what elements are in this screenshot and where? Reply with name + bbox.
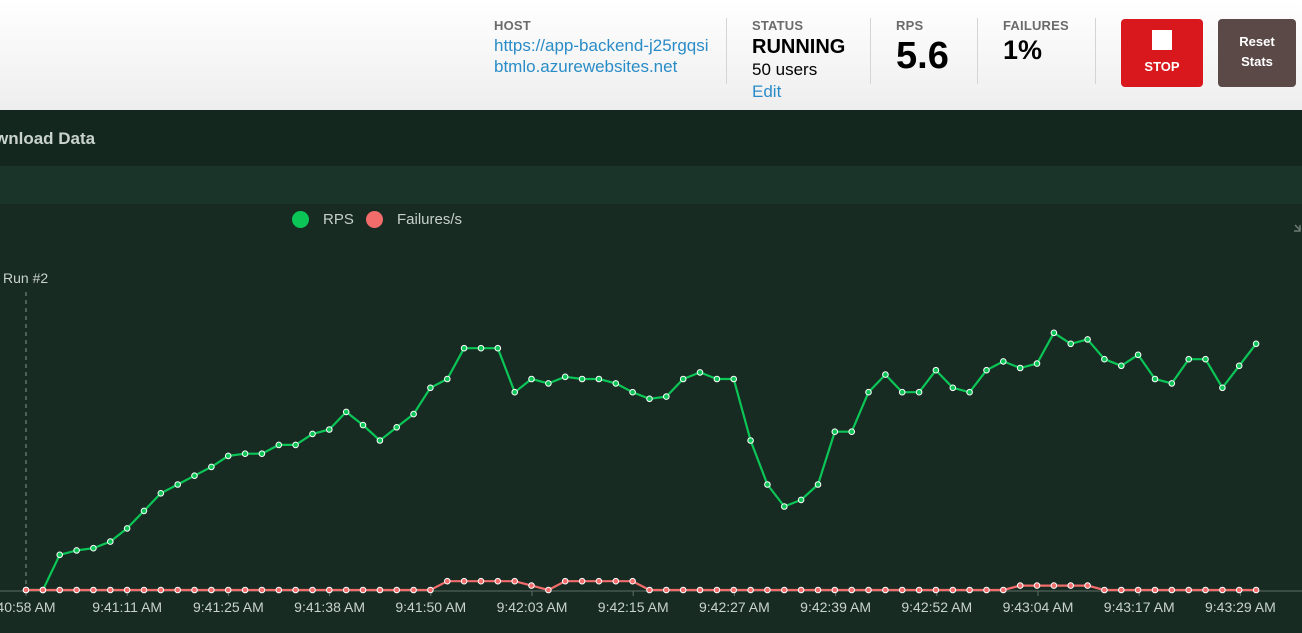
host-label: HOST [494, 18, 531, 33]
status-label: STATUS [752, 18, 804, 33]
rps-label: RPS [896, 18, 924, 33]
failures-value: 1% [1003, 35, 1043, 65]
failures-stat: FAILURES 1% [1003, 18, 1069, 66]
panel-subheader [0, 166, 1302, 204]
divider [870, 18, 871, 84]
expand-icon[interactable] [1290, 219, 1302, 235]
reset-label: Reset [1239, 34, 1275, 49]
panel-header [0, 110, 1302, 166]
stop-button[interactable]: STOP [1121, 19, 1203, 87]
chart-area [0, 204, 1302, 633]
status-stat: STATUS RUNNING 50 users Edit [752, 18, 845, 102]
stop-icon [1152, 30, 1172, 50]
download-data-link[interactable]: wnload Data [0, 129, 96, 148]
divider [1095, 18, 1096, 84]
divider [977, 18, 978, 84]
legend-label: RPS [323, 211, 354, 228]
host-stat: HOST https://app-backend-j25rgqsibtmlo.a… [494, 18, 709, 77]
edit-link[interactable]: Edit [752, 82, 782, 101]
stop-label: STOP [1144, 59, 1180, 74]
legend-dot [292, 211, 309, 228]
divider [726, 18, 727, 84]
legend-dot [366, 211, 383, 228]
failures-label: FAILURES [1003, 18, 1069, 33]
stats-label: Stats [1241, 54, 1273, 69]
legend-label: Failures/s [397, 211, 463, 228]
user-count: 50 users [752, 60, 818, 79]
legend-item-failures[interactable]: Failures/s [366, 211, 462, 228]
rps-stat: RPS 5.6 [896, 18, 949, 78]
top-bar: HOST https://app-backend-j25rgqsibtmlo.a… [0, 0, 1302, 110]
legend-item-rps[interactable]: RPS [292, 211, 354, 228]
status-value: RUNNING [752, 36, 846, 58]
reset-stats-button[interactable]: Reset Stats [1218, 19, 1296, 87]
host-link[interactable]: https://app-backend-j25rgqsibtmlo.azurew… [494, 36, 709, 76]
rps-value: 5.6 [896, 35, 949, 77]
